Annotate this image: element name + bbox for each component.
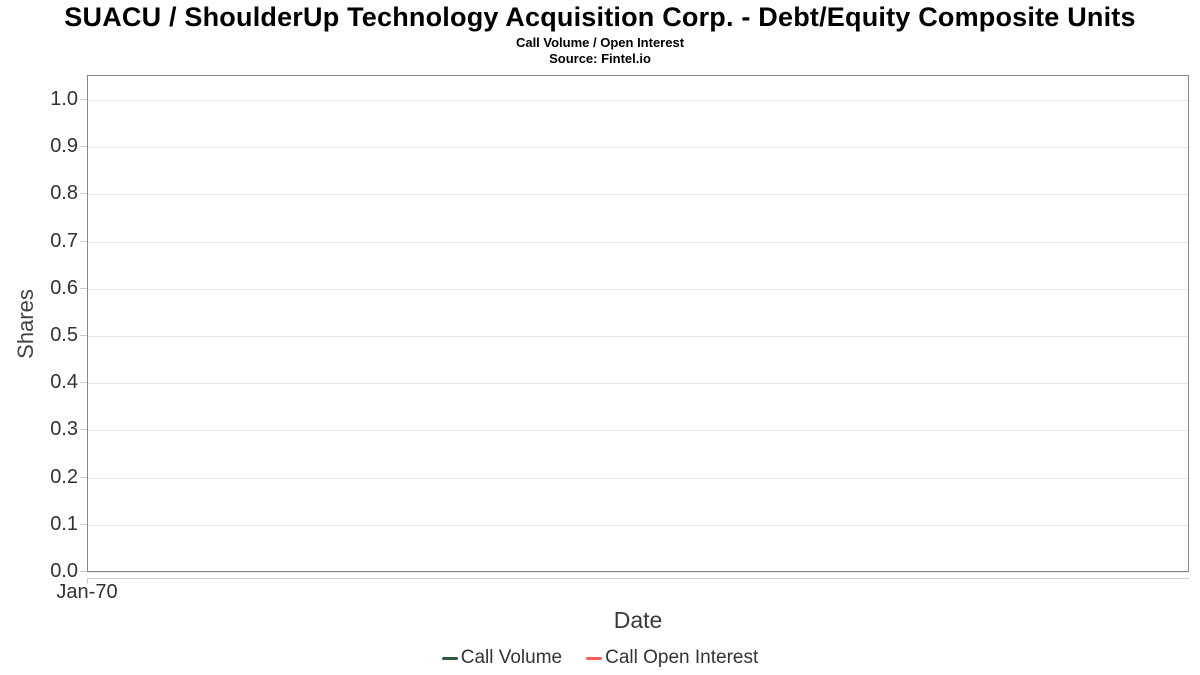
- y-axis-title: Shares: [13, 289, 38, 359]
- legend-item-call-volume[interactable]: Call Volume: [441, 646, 563, 670]
- y-axis-tick-mark: [80, 429, 87, 431]
- chart-source: Source: Fintel.io: [549, 51, 651, 66]
- plot-area: [87, 75, 1189, 573]
- legend-series-line-icon: [441, 656, 458, 660]
- y-axis-tick-label: 0.1: [50, 512, 78, 535]
- gridline: [88, 477, 1188, 479]
- y-axis-tick-mark: [80, 287, 87, 289]
- y-axis-tick-label: 0.6: [50, 276, 78, 299]
- y-axis-tick-label: 0.7: [50, 229, 78, 252]
- y-axis-tick-label: 0.2: [50, 465, 78, 488]
- gridline: [88, 430, 1188, 432]
- y-axis-tick-label: 0.0: [50, 560, 78, 582]
- gridline: [88, 383, 1188, 385]
- y-axis-tick-mark: [80, 571, 87, 572]
- gridline: [88, 524, 1188, 526]
- gridline: [88, 100, 1188, 101]
- y-axis-tick-mark: [80, 476, 87, 478]
- gridline: [88, 288, 1188, 290]
- y-axis-tick-label: 0.8: [50, 182, 78, 205]
- y-axis-tick-label: 0.5: [50, 324, 78, 346]
- gridline: [88, 572, 1188, 573]
- y-axis-tick-mark: [80, 335, 87, 336]
- y-axis-tick-mark: [80, 99, 87, 100]
- legend-item-call-open-interest[interactable]: Call Open Interest: [586, 646, 758, 670]
- chart-title: SUACU / ShoulderUp Technology Acquisitio…: [64, 2, 1136, 32]
- y-axis-tick-label: 1.0: [50, 88, 78, 110]
- y-axis-tick-mark: [80, 146, 87, 148]
- legend-series-line-icon: [586, 656, 603, 660]
- gridline: [88, 241, 1188, 243]
- y-axis-tick-mark: [80, 240, 87, 242]
- y-axis-tick-mark: [80, 382, 87, 384]
- legend: Call Volume Call Open Interest: [0, 646, 1200, 670]
- gridline: [88, 336, 1188, 337]
- x-axis-tick-mark: [87, 578, 88, 584]
- gridline: [88, 147, 1188, 149]
- x-axis-tick-label: Jan-70: [56, 581, 118, 603]
- chart-subtitle: Call Volume / Open Interest: [515, 35, 685, 50]
- y-axis-tick-label: 0.9: [50, 135, 78, 158]
- y-axis-tick-label: 0.4: [50, 371, 78, 394]
- legend-series-label: Call Volume: [460, 647, 563, 668]
- gridline: [88, 194, 1188, 196]
- y-axis-tick-mark: [80, 193, 87, 195]
- y-axis-tick-mark: [80, 523, 87, 525]
- legend-series-label: Call Open Interest: [605, 647, 759, 668]
- y-axis-tick-label: 0.3: [50, 418, 78, 441]
- x-axis-line: [87, 578, 1189, 579]
- x-axis-title: Date: [613, 607, 663, 633]
